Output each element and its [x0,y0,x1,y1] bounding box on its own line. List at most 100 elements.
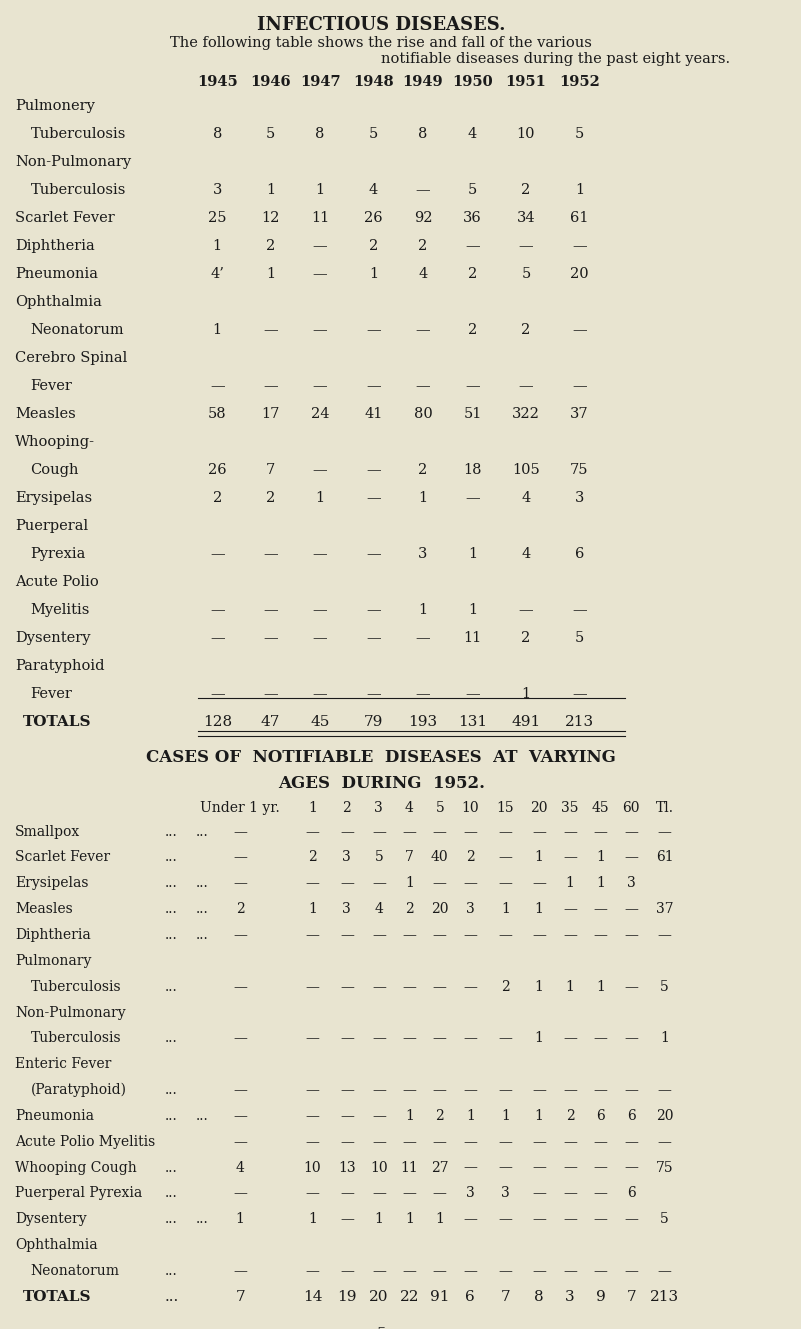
Text: 1: 1 [534,1108,543,1123]
Text: —: — [532,1212,545,1227]
Text: —: — [463,1160,477,1175]
Text: 7: 7 [626,1289,636,1304]
Text: 5: 5 [574,631,584,645]
Text: —: — [402,1187,417,1200]
Text: 1: 1 [266,267,276,280]
Text: 2: 2 [235,902,244,916]
Text: ...: ... [195,825,208,839]
Text: —: — [340,928,354,942]
Text: —: — [366,603,380,617]
Text: 5: 5 [521,267,530,280]
Text: —: — [210,631,224,645]
Text: —: — [433,876,447,890]
Text: —: — [313,267,328,280]
Text: 1: 1 [566,979,574,994]
Text: 19: 19 [337,1289,356,1304]
Text: —: — [372,1187,386,1200]
Text: —: — [519,239,533,253]
Text: TOTALS: TOTALS [23,715,91,728]
Text: —: — [313,631,328,645]
Text: notifiable diseases during the past eight years.: notifiable diseases during the past eigh… [381,52,731,65]
Text: —: — [463,1264,477,1278]
Text: 8: 8 [212,128,222,141]
Text: —: — [264,687,278,700]
Text: 5: 5 [375,851,383,864]
Text: 26: 26 [364,211,383,225]
Text: Pulmonary: Pulmonary [15,954,91,968]
Text: 6: 6 [626,1108,635,1123]
Text: —: — [465,379,480,393]
Text: —: — [624,1135,638,1148]
Text: —: — [624,1212,638,1227]
Text: The following table shows the rise and fall of the various: The following table shows the rise and f… [170,36,592,49]
Text: Pulmonery: Pulmonery [15,100,95,113]
Text: Acute Polio Myelitis: Acute Polio Myelitis [15,1135,155,1148]
Text: 75: 75 [570,462,589,477]
Text: —: — [463,1212,477,1227]
Text: 12: 12 [261,211,280,225]
Text: Scarlet Fever: Scarlet Fever [15,851,111,864]
Text: —: — [658,1135,671,1148]
Text: Tuberculosis: Tuberculosis [30,979,121,994]
Text: 1: 1 [534,851,543,864]
Text: —: — [372,825,386,839]
Text: 2: 2 [521,323,530,338]
Text: 13: 13 [338,1160,356,1175]
Text: 10: 10 [461,801,479,815]
Text: Under 1 yr.: Under 1 yr. [200,801,280,815]
Text: —: — [366,462,380,477]
Text: 8: 8 [316,128,325,141]
Text: 10: 10 [304,1160,321,1175]
Text: Paratyphoid: Paratyphoid [15,659,105,672]
Text: 213: 213 [565,715,594,728]
Text: —: — [532,1160,545,1175]
Text: —: — [572,687,586,700]
Text: 58: 58 [208,407,227,421]
Text: —: — [402,979,417,994]
Text: —: — [340,1108,354,1123]
Text: —: — [233,1135,247,1148]
Text: Non-Pulmonary: Non-Pulmonary [15,155,131,169]
Text: ...: ... [195,928,208,942]
Text: 1: 1 [468,548,477,561]
Text: —: — [340,979,354,994]
Text: 1: 1 [308,1212,317,1227]
Text: Puerperal: Puerperal [15,518,88,533]
Text: CASES OF  NOTIFIABLE  DISEASES  AT  VARYING: CASES OF NOTIFIABLE DISEASES AT VARYING [147,750,616,767]
Text: —: — [594,825,608,839]
Text: 2: 2 [468,267,477,280]
Text: —: — [563,928,577,942]
Text: 2: 2 [566,1108,574,1123]
Text: —: — [264,323,278,338]
Text: —: — [594,1160,608,1175]
Text: —: — [498,851,513,864]
Text: —: — [372,876,386,890]
Text: 4: 4 [405,801,414,815]
Text: —: — [306,979,320,994]
Text: 6: 6 [465,1289,475,1304]
Text: 15: 15 [497,801,514,815]
Text: 128: 128 [203,715,231,728]
Text: Cough: Cough [30,462,79,477]
Text: —: — [233,1083,247,1096]
Text: 4: 4 [374,902,384,916]
Text: 75: 75 [656,1160,674,1175]
Text: —: — [563,825,577,839]
Text: 8: 8 [534,1289,544,1304]
Text: Ophthalmia: Ophthalmia [15,1239,98,1252]
Text: —: — [306,1108,320,1123]
Text: —: — [433,1083,447,1096]
Text: 1: 1 [418,490,428,505]
Text: 60: 60 [622,801,640,815]
Text: Puerperal Pyrexia: Puerperal Pyrexia [15,1187,143,1200]
Text: —: — [264,379,278,393]
Text: —: — [658,1264,671,1278]
Text: ...: ... [165,876,178,890]
Text: 6: 6 [574,548,584,561]
Text: 1951: 1951 [505,76,546,89]
Text: 11: 11 [464,631,481,645]
Text: —: — [594,1083,608,1096]
Text: 3: 3 [343,902,351,916]
Text: 3: 3 [626,876,635,890]
Text: —: — [519,603,533,617]
